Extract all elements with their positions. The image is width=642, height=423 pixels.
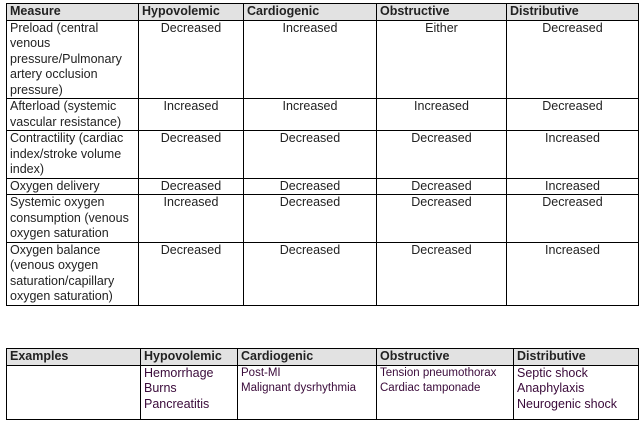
distributive-examples: Septic shock Anaphylaxis Neurogenic shock bbox=[513, 364, 639, 420]
value-cell: Decreased bbox=[243, 130, 377, 179]
hypovolemic-examples: Hemorrhage Burns Pancreatitis bbox=[140, 364, 238, 420]
value-cell: Decreased bbox=[243, 177, 377, 195]
table-row: Oxygen balance (venous oxygen saturation… bbox=[6, 241, 639, 306]
value-cell: Decreased bbox=[376, 241, 507, 306]
table-row: Systemic oxygen consumption (venous oxyg… bbox=[6, 194, 639, 243]
examples-empty-cell bbox=[6, 364, 141, 420]
measure-cell: Oxygen balance (venous oxygen saturation… bbox=[6, 241, 139, 306]
measure-cell: Oxygen delivery bbox=[6, 177, 139, 195]
obstructive-examples: Tension pneumothorax Cardiac tamponade bbox=[376, 364, 514, 420]
value-cell: Decreased bbox=[376, 130, 507, 179]
table-row: Contractility (cardiac index/stroke volu… bbox=[6, 130, 639, 179]
value-cell: Increased bbox=[138, 194, 244, 243]
example-item: Post-MI bbox=[241, 366, 281, 379]
header-obstructive: Obstructive bbox=[376, 348, 514, 366]
header-measure: Measure bbox=[6, 3, 139, 21]
table-row: Preload (central venous pressure/Pulmona… bbox=[6, 19, 639, 99]
header-cardiogenic: Cardiogenic bbox=[237, 348, 377, 366]
value-cell: Decreased bbox=[138, 241, 244, 306]
value-cell: Decreased bbox=[138, 130, 244, 179]
value-cell: Either bbox=[376, 19, 507, 99]
table-row: Hemorrhage Burns Pancreatitis Post-MI Malig… bbox=[6, 364, 639, 420]
example-item: Burns bbox=[144, 381, 177, 395]
example-item: Hemorrhage bbox=[144, 365, 214, 380]
measure-cell: Systemic oxygen consumption (venous oxyg… bbox=[6, 194, 139, 243]
example-item: Neurogenic shock bbox=[517, 396, 618, 411]
value-cell: Increased bbox=[138, 98, 244, 131]
value-cell: Decreased bbox=[506, 98, 639, 131]
header-distributive: Distributive bbox=[513, 348, 639, 366]
example-item: Pancreatitis bbox=[144, 396, 210, 411]
shock-examples-table: Examples Hypovolemic Cardiogenic Obstruc… bbox=[6, 348, 639, 420]
measure-cell: Contractility (cardiac index/stroke volu… bbox=[6, 130, 139, 179]
value-cell: Decreased bbox=[506, 194, 639, 243]
example-item: Anaphylaxis bbox=[517, 381, 585, 395]
measure-cell: Preload (central venous pressure/Pulmona… bbox=[6, 19, 139, 99]
example-item: Septic shock bbox=[517, 365, 588, 380]
measure-cell: Afterload (systemic vascular resistance) bbox=[6, 98, 139, 131]
table-row: Oxygen delivery Decreased Decreased Decreas… bbox=[6, 177, 639, 195]
table-row: Afterload (systemic vascular resistance)… bbox=[6, 98, 639, 131]
value-cell: Decreased bbox=[243, 194, 377, 243]
table-header-row: Examples Hypovolemic Cardiogenic Obstruc… bbox=[6, 348, 639, 366]
table-header-row: Measure Hypovolemic Cardiogenic Obstruct… bbox=[6, 3, 639, 21]
value-cell: Decreased bbox=[243, 241, 377, 306]
value-cell: Decreased bbox=[376, 177, 507, 195]
value-cell: Increased bbox=[376, 98, 507, 131]
header-distributive: Distributive bbox=[506, 3, 639, 21]
header-cardiogenic: Cardiogenic bbox=[243, 3, 377, 21]
value-cell: Decreased bbox=[506, 19, 639, 99]
value-cell: Increased bbox=[506, 130, 639, 179]
value-cell: Increased bbox=[506, 177, 639, 195]
value-cell: Decreased bbox=[138, 177, 244, 195]
value-cell: Increased bbox=[243, 19, 377, 99]
header-examples: Examples bbox=[6, 348, 141, 366]
shock-measures-table: Measure Hypovolemic Cardiogenic Obstruct… bbox=[6, 3, 639, 306]
header-hypovolemic: Hypovolemic bbox=[138, 3, 244, 21]
cardiogenic-examples: Post-MI Malignant dysrhythmia bbox=[237, 364, 377, 420]
value-cell: Decreased bbox=[376, 194, 507, 243]
header-hypovolemic: Hypovolemic bbox=[140, 348, 238, 366]
example-item: Malignant dysrhythmia bbox=[241, 382, 357, 394]
value-cell: Increased bbox=[243, 98, 377, 131]
value-cell: Decreased bbox=[138, 19, 244, 99]
example-item: Tension pneumothorax bbox=[380, 366, 497, 379]
example-item: Cardiac tamponade bbox=[380, 382, 481, 394]
header-obstructive: Obstructive bbox=[376, 3, 507, 21]
value-cell: Increased bbox=[506, 241, 639, 306]
